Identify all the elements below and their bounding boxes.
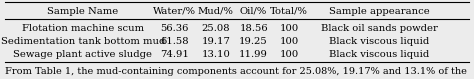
Text: 25.08: 25.08 [201,24,230,33]
Text: 100: 100 [280,50,299,59]
Text: Water/%: Water/% [153,7,196,16]
Text: From Table 1, the mud-containing components account for 25.08%, 19.17% and 13.1%: From Table 1, the mud-containing compone… [5,67,466,76]
Text: 61.58: 61.58 [160,37,189,46]
Text: Flotation machine scum: Flotation machine scum [22,24,144,33]
Text: 74.91: 74.91 [160,50,189,59]
Text: 100: 100 [280,37,299,46]
Text: Sample Name: Sample Name [47,7,118,16]
Text: Sedimentation tank bottom mud: Sedimentation tank bottom mud [1,37,165,46]
Text: Black oil sands powder: Black oil sands powder [321,24,438,33]
Text: 19.25: 19.25 [239,37,268,46]
Text: 19.17: 19.17 [201,37,230,46]
Text: Sewage plant active sludge: Sewage plant active sludge [13,50,153,59]
Text: Total/%: Total/% [270,7,308,16]
Text: 11.99: 11.99 [239,50,268,59]
Text: 13.10: 13.10 [201,50,230,59]
Text: Sample appearance: Sample appearance [329,7,429,16]
Text: Oil/%: Oil/% [240,7,267,16]
Text: 56.36: 56.36 [160,24,189,33]
Text: 100: 100 [280,24,299,33]
Text: Black viscous liquid: Black viscous liquid [329,50,429,59]
Text: Black viscous liquid: Black viscous liquid [329,37,429,46]
Text: 18.56: 18.56 [239,24,268,33]
Text: Mud/%: Mud/% [198,7,234,16]
